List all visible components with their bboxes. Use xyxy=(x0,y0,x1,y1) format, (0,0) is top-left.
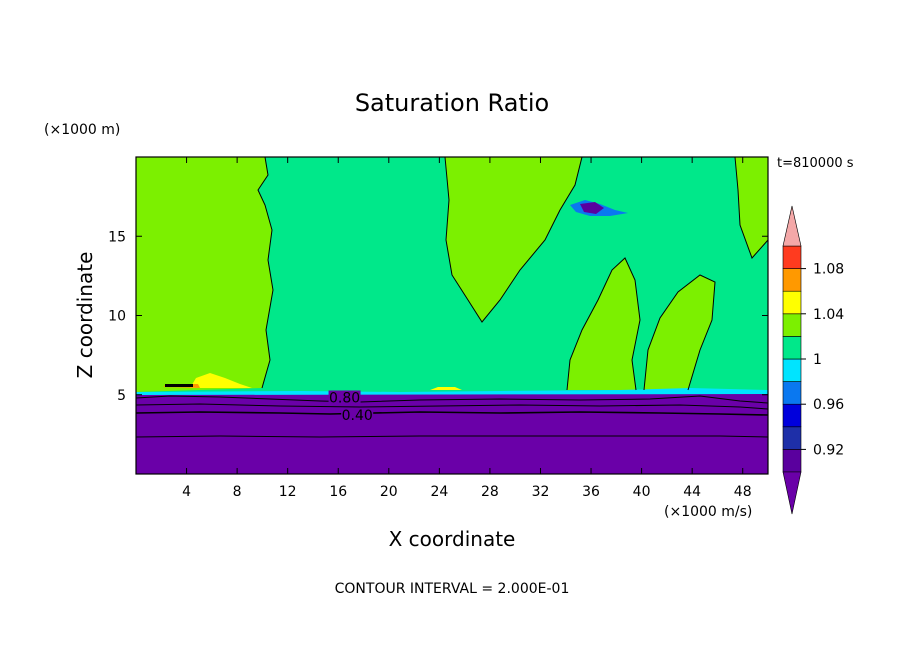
contour-line-060 xyxy=(135,403,769,410)
colorbar-tick-label: 0.96 xyxy=(813,397,844,413)
contour-label-bg xyxy=(341,407,374,421)
colorbar-segment xyxy=(782,313,802,337)
contour-line-040 xyxy=(135,411,769,416)
chart-title: Saturation Ratio xyxy=(355,89,549,117)
y-tick-label: 15 xyxy=(108,229,126,245)
region-column-3 xyxy=(445,157,582,322)
colorbar-segment xyxy=(782,245,802,269)
contour-line-column-edge-5 xyxy=(643,274,716,391)
y-tick-label: 10 xyxy=(108,309,126,325)
x-tick-label: 12 xyxy=(279,484,297,500)
contour-lines xyxy=(135,156,769,438)
colorbar-extend-low xyxy=(782,471,802,515)
y-tick-label: 5 xyxy=(117,388,126,404)
x-tick-label: 48 xyxy=(734,484,752,500)
region-upper-blob-core xyxy=(580,202,604,214)
colorbar-tick-label: 1.04 xyxy=(813,307,844,323)
region-dry-layer xyxy=(136,393,768,474)
x-tick-label: 20 xyxy=(380,484,398,500)
region-column-4 xyxy=(567,258,640,390)
contour-line-column-edge-6 xyxy=(734,156,769,259)
time-label: t=810000 s xyxy=(777,156,854,171)
colorbar-segment xyxy=(782,403,802,428)
contour-line-column-edge-4 xyxy=(566,257,641,391)
contour-line-020 xyxy=(135,435,769,438)
contour-interval-note: CONTOUR INTERVAL = 2.000E-01 xyxy=(335,581,570,597)
y-unit-label: (×1000 m) xyxy=(44,122,120,138)
colorbar-extend-high xyxy=(782,205,802,247)
colorbar-segment xyxy=(782,426,802,450)
x-tick-label: 40 xyxy=(633,484,651,500)
x-tick-label: 44 xyxy=(683,484,701,500)
contour-label: 0.80 xyxy=(329,391,360,407)
colorbar-segment xyxy=(782,449,802,473)
colorbar-segment xyxy=(782,290,802,315)
colorbar-tick-label: 1.08 xyxy=(813,262,844,278)
contour-line-column-edge-3 xyxy=(444,156,583,323)
region-column-1 xyxy=(136,157,273,392)
x-tick-label: 32 xyxy=(532,484,550,500)
colorbar-segment xyxy=(782,268,802,292)
colorbar-labels: 0.92 0.96 1 1.04 1.08 xyxy=(801,262,844,458)
x-tick-label: 28 xyxy=(481,484,499,500)
region-supersaturated-patch-1 xyxy=(190,373,252,388)
contour-line-column-edge-1 xyxy=(257,156,274,389)
colorbar-segment xyxy=(782,336,802,360)
x-tick-label: 16 xyxy=(329,484,347,500)
contour-label-bg xyxy=(328,390,361,404)
x-tick-label: 36 xyxy=(582,484,600,500)
contour-line-080 xyxy=(135,395,769,404)
region-dry-layer-edge xyxy=(136,388,768,395)
colorbar-tick-label: 1 xyxy=(813,352,822,368)
contour-labels: 0.800.40 xyxy=(328,390,374,424)
plot-area: 0.800.40 xyxy=(135,156,769,475)
x-unit-label: (×1000 m/s) xyxy=(664,504,752,520)
y-axis-label: Z coordinate xyxy=(73,252,97,379)
x-tick-label: 8 xyxy=(233,484,242,500)
region-supersaturated-patch-3 xyxy=(165,384,193,387)
region-supersaturated-patch-4 xyxy=(430,387,462,390)
colorbar xyxy=(782,205,802,515)
colorbar-segment xyxy=(782,381,802,405)
colorbar-tick-label: 0.92 xyxy=(813,442,844,458)
x-tick-label: 4 xyxy=(182,484,191,500)
x-axis-ticks: 4 8 12 16 20 24 28 32 36 40 44 48 xyxy=(182,157,752,500)
x-tick-label: 24 xyxy=(430,484,448,500)
y-axis-ticks: 5 10 15 xyxy=(108,229,768,404)
contour-label: 0.40 xyxy=(342,408,373,424)
colorbar-segment xyxy=(782,358,802,382)
x-axis-label: X coordinate xyxy=(389,527,516,551)
region-column-5 xyxy=(644,275,715,390)
